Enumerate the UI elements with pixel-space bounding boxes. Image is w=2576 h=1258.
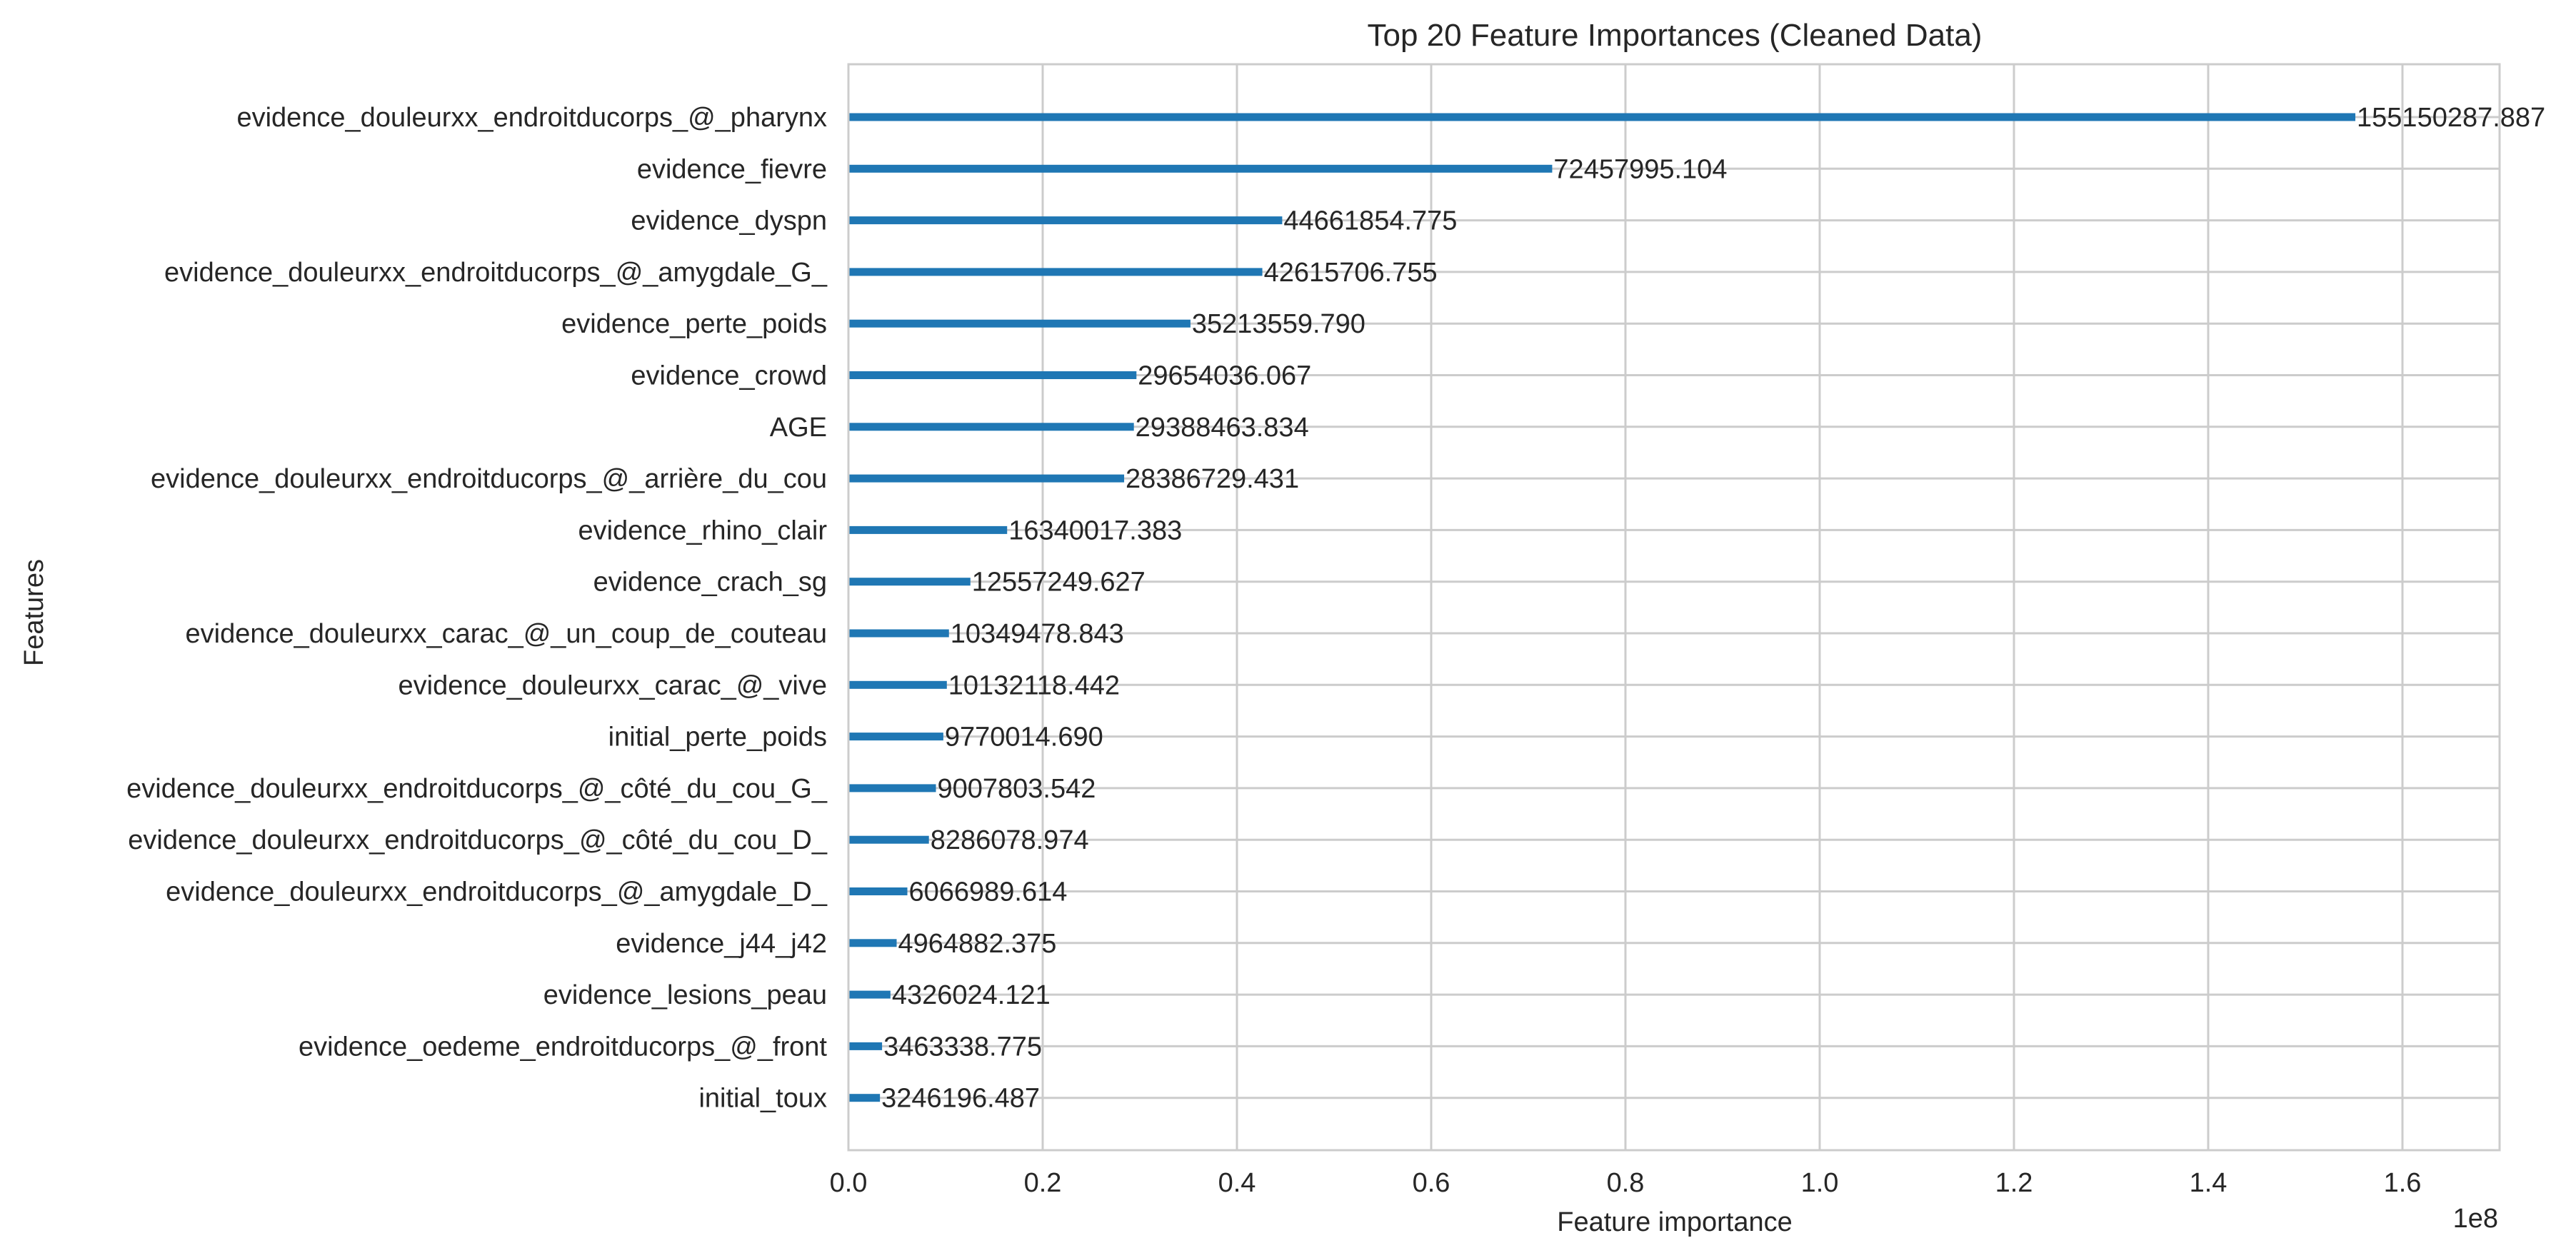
bar (848, 1094, 881, 1102)
data-label: 3246196.487 (881, 1084, 1040, 1114)
x-tick-label: 0.4 (1218, 1168, 1256, 1198)
bar (848, 1042, 883, 1050)
category-label: evidence_douleurxx_endroitducorps_@_amyg… (166, 877, 828, 907)
bar (848, 578, 971, 586)
bar (848, 319, 1191, 328)
category-label: evidence_oedeme_endroitducorps_@_front (299, 1032, 827, 1062)
data-label: 6066989.614 (909, 877, 1068, 907)
category-label: evidence_douleurxx_endroitducorps_@_phar… (236, 103, 827, 133)
category-label: evidence_douleurxx_endroitducorps_@_arri… (151, 464, 827, 494)
category-label: evidence_douleurxx_endroitducorps_@_côté… (126, 774, 828, 804)
data-label: 42615706.755 (1264, 258, 1438, 288)
bar (848, 939, 897, 947)
data-label: 12557249.627 (972, 568, 1146, 598)
category-label: initial_toux (698, 1084, 827, 1114)
category-label: evidence_rhino_clair (578, 515, 827, 545)
category-label: evidence_douleurxx_endroitducorps_@_côté… (128, 825, 828, 855)
bar (848, 835, 929, 844)
bar (848, 680, 947, 689)
category-label: evidence_crach_sg (593, 568, 827, 598)
bar (848, 784, 936, 792)
data-label: 4326024.121 (892, 980, 1051, 1010)
x-tick-label: 0.0 (830, 1168, 868, 1198)
x-tick-label: 1.4 (2190, 1168, 2227, 1198)
data-label: 35213559.790 (1192, 309, 1365, 339)
bar (848, 216, 1283, 225)
x-tick-label: 1.0 (1801, 1168, 1839, 1198)
category-label: AGE (770, 413, 827, 443)
category-label: initial_perte_poids (608, 723, 827, 753)
x-axis-offset-label: 1e8 (2453, 1204, 2498, 1234)
x-tick-label: 0.6 (1413, 1168, 1450, 1198)
data-label: 16340017.383 (1008, 515, 1182, 545)
data-label: 9007803.542 (938, 774, 1096, 804)
plot-frame (847, 63, 2501, 1152)
data-label: 8286078.974 (931, 825, 1089, 855)
bar (848, 629, 949, 638)
category-label: evidence_douleurxx_carac_@_vive (399, 670, 828, 700)
bar (848, 887, 908, 895)
category-label: evidence_crowd (631, 361, 827, 391)
data-label: 9770014.690 (945, 723, 1103, 753)
bar (848, 371, 1137, 379)
x-tick-label: 0.2 (1024, 1168, 1062, 1198)
category-label: evidence_lesions_peau (543, 980, 827, 1010)
category-label: evidence_j44_j42 (616, 929, 827, 959)
data-label: 72457995.104 (1553, 154, 1727, 184)
bar (848, 423, 1134, 431)
category-label: evidence_dyspn (631, 206, 827, 236)
data-label: 10349478.843 (951, 619, 1124, 649)
data-label: 155150287.887 (2357, 103, 2545, 133)
x-axis-label: Feature importance (1557, 1207, 1793, 1237)
x-tick-label: 1.2 (1995, 1168, 2033, 1198)
category-label: evidence_douleurxx_endroitducorps_@_amyg… (164, 258, 828, 288)
bar (848, 525, 1008, 534)
data-label: 44661854.775 (1283, 206, 1457, 236)
grid-lines (847, 64, 2500, 1150)
data-label: 4964882.375 (898, 929, 1057, 959)
category-label: evidence_douleurxx_carac_@_un_coup_de_co… (186, 619, 827, 649)
chart-title: Top 20 Feature Importances (Cleaned Data… (1368, 18, 1983, 53)
data-label: 28386729.431 (1126, 464, 1299, 494)
x-tick-label: 1.6 (2384, 1168, 2422, 1198)
bar (848, 733, 943, 741)
bar (848, 474, 1125, 483)
x-tick-label: 0.8 (1607, 1168, 1645, 1198)
labels: 0.0 0.2 0.4 0.6 0.8 1.0 1.2 1.4 1.6 evidence_doul… (126, 103, 2545, 1198)
data-label: 3463338.775 (883, 1032, 1042, 1062)
y-axis-label: Features (19, 559, 49, 666)
bars (848, 113, 2356, 1102)
bar (848, 113, 2356, 121)
data-label: 10132118.442 (948, 670, 1120, 700)
bar (848, 990, 891, 999)
data-label: 29654036.067 (1138, 361, 1311, 391)
bar (848, 164, 1553, 173)
category-label: evidence_perte_poids (561, 309, 827, 339)
bar (848, 268, 1263, 276)
data-label: 29388463.834 (1136, 413, 1309, 443)
category-label: evidence_fievre (637, 154, 827, 184)
